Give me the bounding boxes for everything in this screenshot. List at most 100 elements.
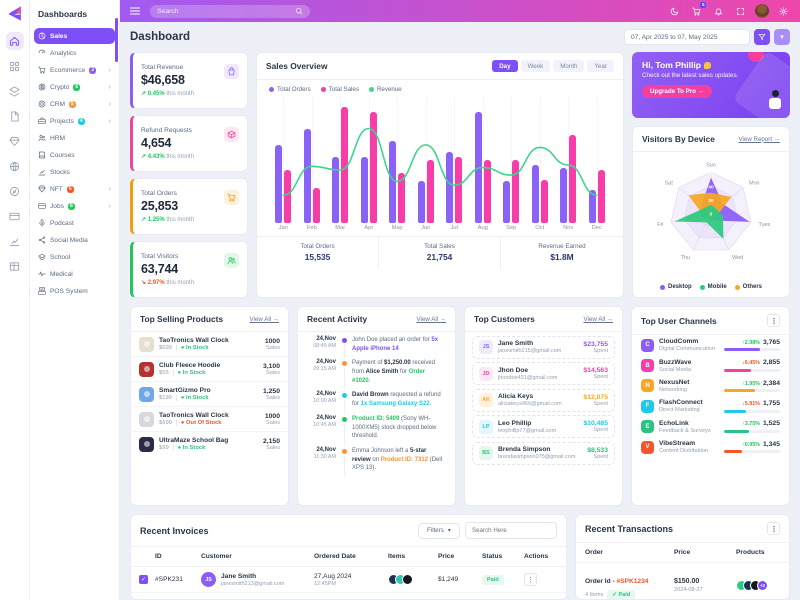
rail-item-gem[interactable]: [6, 132, 24, 150]
pos-icon: [38, 287, 46, 295]
invoices-search-input[interactable]: [465, 522, 557, 539]
rail-item-table[interactable]: [6, 257, 24, 275]
fullscreen-button[interactable]: [733, 4, 748, 19]
sidebar-item-courses[interactable]: Courses: [34, 147, 115, 163]
orders-bar[interactable]: [588, 190, 596, 223]
orders-bar[interactable]: [503, 181, 511, 223]
sales-bar[interactable]: [284, 170, 292, 223]
cart-button[interactable]: 5: [689, 1, 706, 19]
legend-item-others[interactable]: Others: [734, 284, 762, 290]
date-dropdown-button[interactable]: ▾: [774, 29, 790, 45]
sidebar-item-badge: 5: [69, 100, 76, 108]
sidebar-item-projects[interactable]: Projects 4 ›: [34, 113, 115, 129]
card-menu-button[interactable]: [767, 522, 780, 535]
sidebar-item-ecommerce[interactable]: Ecommerce 3 ›: [34, 62, 115, 78]
bell-button[interactable]: [711, 4, 726, 19]
column-header-items: Items: [388, 553, 406, 560]
rail-item-home[interactable]: [5, 32, 24, 50]
legend-item-desktop[interactable]: Desktop: [659, 284, 692, 290]
user-avatar[interactable]: [755, 4, 769, 18]
sidebar-item-pos-system[interactable]: POS System: [34, 283, 115, 299]
stat-label: Refund Requests: [141, 127, 192, 134]
gear-button[interactable]: [776, 4, 791, 19]
tab-day[interactable]: Day: [492, 60, 518, 72]
sidebar-item-crypto[interactable]: Crypto 6 ›: [34, 79, 115, 95]
hamburger-menu-icon[interactable]: [129, 5, 141, 17]
sidebar-item-hrm[interactable]: HRM: [34, 130, 115, 146]
orders-bar[interactable]: [332, 157, 340, 223]
sales-bar[interactable]: [540, 180, 548, 223]
orders-bar[interactable]: [303, 128, 311, 223]
sidebar-item-nft[interactable]: NFT 6 ›: [34, 181, 115, 197]
upgrade-to-pro-button[interactable]: Upgrade To Pro →: [642, 85, 712, 98]
sales-bar[interactable]: [426, 160, 434, 223]
tab-week[interactable]: Week: [520, 60, 551, 72]
view-all-link[interactable]: View All →: [416, 315, 446, 323]
sidebar-item-school[interactable]: School: [34, 249, 115, 265]
sidebar-item-analytics[interactable]: Analytics: [34, 45, 115, 61]
sales-bar[interactable]: [369, 112, 377, 223]
date-range-input[interactable]: [624, 29, 750, 45]
column-header-status: Status: [482, 553, 503, 560]
rail-item-file[interactable]: [6, 107, 24, 125]
kebab-menu-icon: [770, 317, 778, 325]
sales-bar[interactable]: [512, 160, 520, 223]
row-checkbox[interactable]: ✓: [139, 575, 148, 584]
sales-bar[interactable]: [398, 172, 406, 223]
sales-bar[interactable]: [569, 134, 577, 223]
rail-item-compass[interactable]: [6, 182, 24, 200]
sidebar-scrollbar[interactable]: [115, 18, 118, 62]
sidebar-item-stocks[interactable]: Stocks: [34, 164, 115, 180]
legend-item-total-sales[interactable]: Total Sales: [320, 86, 359, 93]
orders-bar[interactable]: [360, 157, 368, 223]
card-menu-button[interactable]: [767, 314, 780, 327]
product-stock-status: ● In Stock: [177, 370, 206, 377]
orders-bar[interactable]: [389, 141, 397, 223]
sidebar-item-podcast[interactable]: Podcast: [34, 215, 115, 231]
search-icon[interactable]: [295, 7, 303, 15]
theme-toggle-button[interactable]: [667, 4, 682, 19]
sidebar-item-sales[interactable]: Sales: [34, 28, 115, 44]
status-badge: Paid: [482, 574, 504, 585]
orders-bar[interactable]: [446, 152, 454, 223]
row-actions-button[interactable]: ⋮: [524, 573, 537, 586]
file-icon: [9, 110, 20, 122]
orders-bar[interactable]: [417, 181, 425, 223]
legend-item-revenue[interactable]: Revenue: [368, 86, 402, 93]
bar-group-dec: [588, 97, 605, 223]
sales-bar[interactable]: [597, 170, 605, 223]
sidebar-item-medical[interactable]: Medical: [34, 266, 115, 282]
sidebar-item-jobs[interactable]: Jobs 8 ›: [34, 198, 115, 214]
brand-logo-icon[interactable]: [6, 5, 23, 22]
visitors-title: Visitors By Device: [642, 134, 715, 144]
legend-item-mobile[interactable]: Mobile: [699, 284, 727, 290]
legend-item-total-orders[interactable]: Total Orders: [269, 86, 311, 93]
rail-item-card[interactable]: [6, 207, 24, 225]
orders-bar[interactable]: [531, 165, 539, 223]
rail-item-chart[interactable]: [6, 232, 24, 250]
sales-bar[interactable]: [483, 160, 491, 223]
search-input[interactable]: [157, 7, 290, 15]
view-all-link[interactable]: View All →: [249, 315, 279, 323]
customer-row: JS Jane Smith janesmith215@gmail.com $23,75…: [472, 335, 615, 359]
orders-bar[interactable]: [275, 144, 283, 223]
channel-row: C CloudComm Digital Communication ↑2.98% 3,7…: [632, 335, 789, 355]
rail-item-layers[interactable]: [6, 82, 24, 100]
filter-button[interactable]: [754, 29, 770, 45]
rail-item-grid[interactable]: [6, 57, 24, 75]
tab-month[interactable]: Month: [553, 60, 585, 72]
activity-item: 24,Nov 11:30 AM Emma Johnson left a 5-star…: [298, 443, 455, 478]
filters-button[interactable]: Filters ▾: [418, 522, 460, 539]
rail-item-globe[interactable]: [6, 157, 24, 175]
sales-bar[interactable]: [312, 187, 320, 223]
tab-year[interactable]: Year: [587, 60, 614, 72]
orders-bar[interactable]: [560, 167, 568, 223]
sidebar-item-social-media[interactable]: Social Media: [34, 232, 115, 248]
chevron-down-icon: ▾: [447, 527, 451, 534]
sidebar-item-crm[interactable]: CRM 5 ›: [34, 96, 115, 112]
orders-bar[interactable]: [474, 112, 482, 223]
sales-bar[interactable]: [341, 107, 349, 223]
sales-bar[interactable]: [455, 157, 463, 223]
view-all-link[interactable]: View All →: [583, 315, 613, 323]
view-report-link[interactable]: View Report →: [738, 135, 781, 143]
